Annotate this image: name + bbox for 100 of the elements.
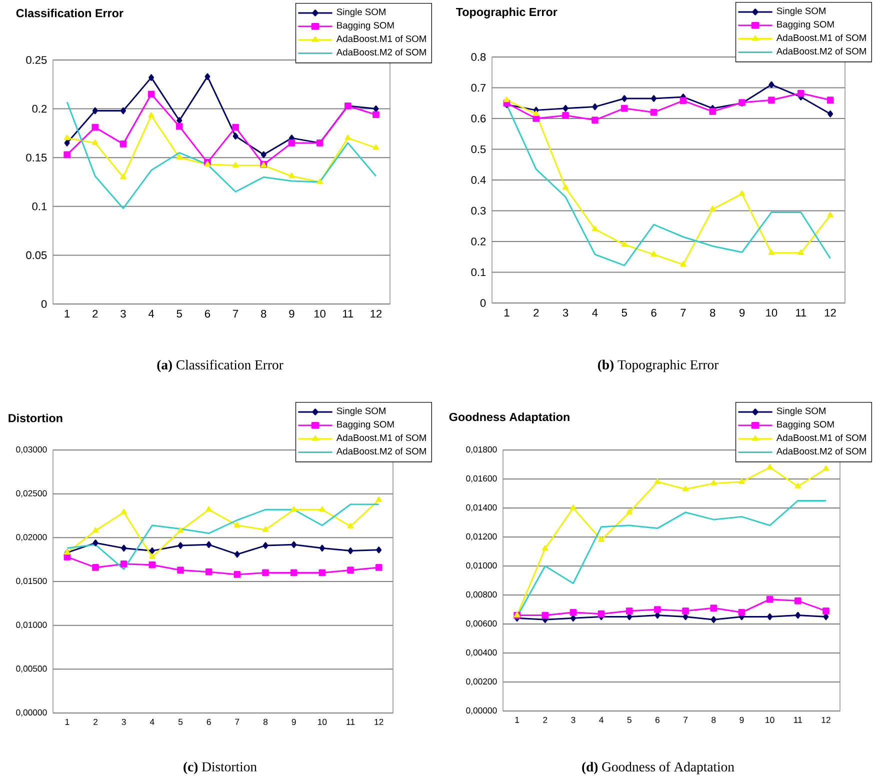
x-tick-label: 6 <box>655 716 660 723</box>
x-tick-label: 2 <box>92 310 98 318</box>
x-tick-label: 10 <box>314 310 326 318</box>
y-tick-label: 0,01000 <box>466 562 497 570</box>
legend-label: AdaBoost.M1 of SOM <box>336 35 426 42</box>
legend-label: AdaBoost.M2 of SOM <box>776 48 866 54</box>
x-tick-label: 12 <box>370 310 382 318</box>
x-tick-label: 4 <box>599 716 604 723</box>
y-tick-label: 0,03000 <box>16 446 47 454</box>
x-tick-label: 6 <box>206 718 211 726</box>
x-tick-label: 3 <box>122 718 126 726</box>
y-tick-label: 0,02500 <box>16 490 47 498</box>
legend-label: Bagging SOM <box>337 22 394 30</box>
legend-label: AdaBoost.M1 of SOM <box>336 434 426 442</box>
x-tick-label: 1 <box>65 718 70 725</box>
x-tick-label: 4 <box>592 308 598 316</box>
x-tick-label: 3 <box>120 310 126 318</box>
chart-title: Distortion <box>8 414 62 422</box>
legend-label: Bagging SOM <box>777 420 834 430</box>
x-tick-label: 2 <box>543 716 548 723</box>
legend-label: AdaBoost.M1 of SOM <box>776 434 866 442</box>
text: (a) Classification Error <box>157 360 284 372</box>
legend-label: Single SOM <box>776 7 826 16</box>
x-tick-label: 5 <box>627 716 632 723</box>
y-tick-label: 0.25 <box>26 56 47 64</box>
x-tick-label: 10 <box>766 716 774 723</box>
x-tick-label: 5 <box>622 308 627 317</box>
y-tick-label: 0.7 <box>471 84 486 92</box>
x-tick-label: 5 <box>176 310 182 318</box>
y-tick-label: 0.6 <box>471 114 486 122</box>
x-tick-label: 4 <box>148 310 154 318</box>
y-tick-label: 0,00000 <box>16 709 47 717</box>
x-tick-label: 6 <box>204 310 210 318</box>
x-tick-label: 7 <box>684 716 688 723</box>
x-tick-label: 2 <box>94 718 98 725</box>
x-tick-label: 2 <box>534 308 539 317</box>
text: (c) Distortion <box>184 762 257 774</box>
y-tick-label: 0,01200 <box>466 533 497 541</box>
x-tick-label: 12 <box>825 308 836 317</box>
y-tick-label: 0,01000 <box>16 622 47 629</box>
legend-label: AdaBoost.M2 of SOM <box>336 48 426 56</box>
x-tick-label: 7 <box>680 308 686 316</box>
y-tick-label: 0.3 <box>471 206 486 215</box>
x-tick-label: 3 <box>571 716 576 723</box>
legend-label: Single SOM <box>336 407 386 416</box>
x-tick-label: 6 <box>651 308 656 317</box>
x-tick-label: 8 <box>712 716 716 723</box>
y-tick-label: 0.8 <box>471 53 486 61</box>
y-tick-label: 0.1 <box>32 202 47 210</box>
y-tick-label: 0 <box>41 300 47 308</box>
y-tick-label: 0.1 <box>471 268 486 276</box>
text: (b) Topographic Error <box>598 360 719 372</box>
x-tick-label: 11 <box>796 308 806 316</box>
y-tick-label: 0,01400 <box>466 504 497 512</box>
x-tick-label: 8 <box>710 308 716 317</box>
x-tick-label: 11 <box>343 310 354 318</box>
legend-label: Single SOM <box>336 8 386 18</box>
y-tick-label: 0,00000 <box>466 707 497 715</box>
x-tick-label: 11 <box>794 716 802 723</box>
y-tick-label: 0.2 <box>471 238 486 246</box>
legend-label: Bagging SOM <box>337 420 394 430</box>
legend-label: AdaBoost.M2 of SOM <box>776 448 866 454</box>
x-tick-label: 10 <box>766 308 778 317</box>
legend-label: AdaBoost.M1 of SOM <box>776 34 866 42</box>
x-tick-label: 9 <box>740 308 745 317</box>
y-tick-label: 0,00200 <box>466 678 497 686</box>
y-tick-label: 0,00500 <box>16 666 47 673</box>
y-tick-label: 0.2 <box>32 104 47 113</box>
y-tick-label: 0.15 <box>26 154 47 162</box>
x-tick-label: 12 <box>374 718 384 725</box>
x-tick-label: 10 <box>318 718 327 726</box>
y-tick-label: 0 <box>480 299 486 307</box>
legend-label: AdaBoost.M2 of SOM <box>336 448 426 454</box>
y-tick-label: 0.4 <box>471 176 486 184</box>
chart-title: Classification Error <box>16 8 124 18</box>
y-tick-label: 0,00600 <box>466 620 497 628</box>
x-tick-label: 9 <box>292 718 296 726</box>
x-tick-label: 7 <box>235 718 240 725</box>
legend-label: Single SOM <box>776 407 826 416</box>
x-tick-label: 1 <box>515 716 520 723</box>
y-tick-label: 0.5 <box>471 145 486 154</box>
y-tick-label: 0,01800 <box>466 446 497 454</box>
x-tick-label: 8 <box>261 310 266 318</box>
y-tick-label: 0,02000 <box>16 534 47 542</box>
y-tick-label: 0,00400 <box>466 649 497 657</box>
chart-title: Topographic Error <box>456 8 558 18</box>
legend-label: Bagging SOM <box>777 20 834 30</box>
x-tick-label: 1 <box>64 310 70 318</box>
y-tick-label: 0.05 <box>26 251 47 260</box>
x-tick-label: 1 <box>504 308 510 316</box>
x-tick-label: 4 <box>150 718 154 725</box>
x-tick-label: 7 <box>233 310 238 318</box>
y-tick-label: 0,00800 <box>466 591 497 599</box>
chart-title: Goodness Adaptation <box>449 412 570 424</box>
x-tick-label: 12 <box>822 716 830 723</box>
text: (d) Goodness of Adaptation <box>582 762 734 774</box>
x-tick-label: 9 <box>740 716 744 723</box>
x-tick-label: 5 <box>178 718 183 725</box>
y-tick-label: 0,01600 <box>466 475 497 483</box>
x-tick-label: 8 <box>263 718 268 726</box>
